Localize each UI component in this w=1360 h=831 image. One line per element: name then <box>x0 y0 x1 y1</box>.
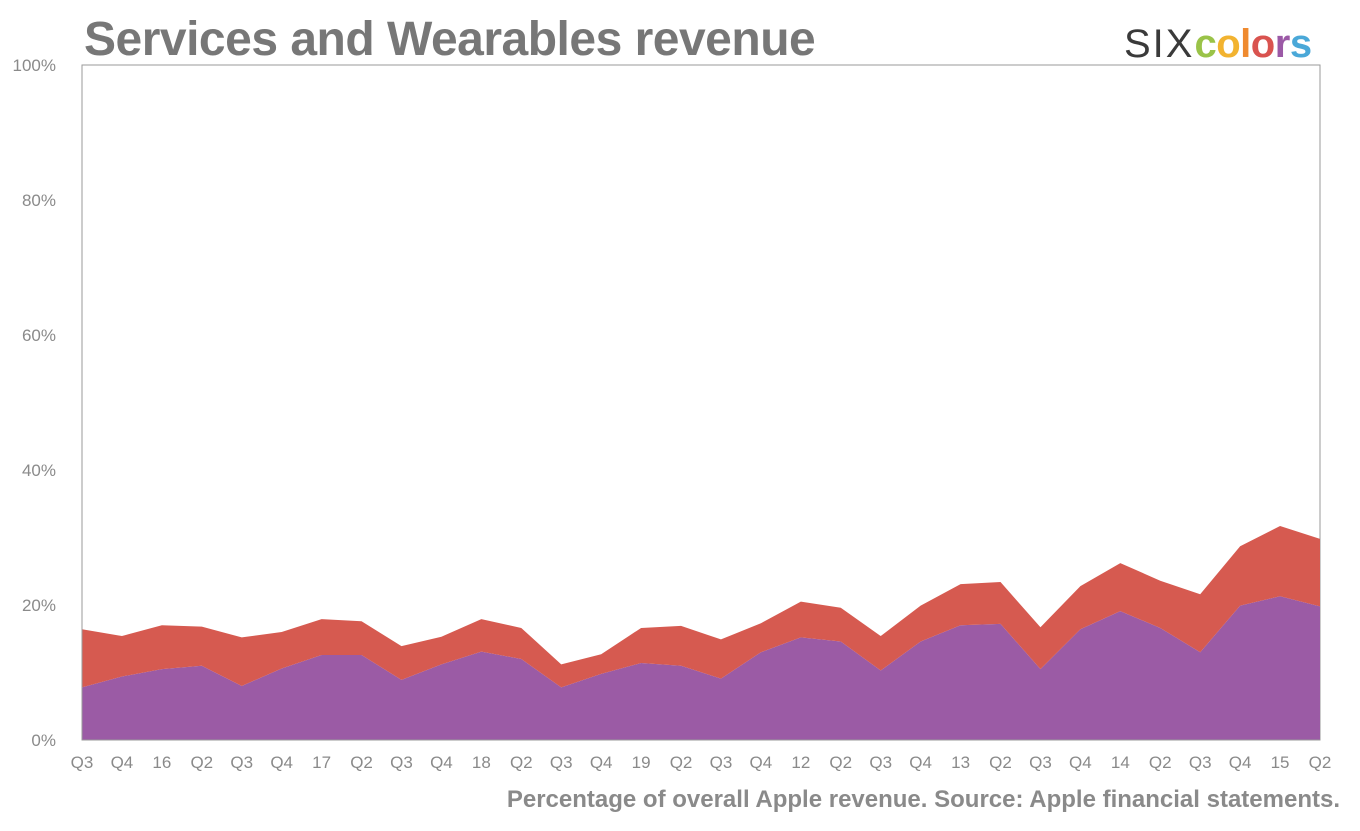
x-tick-label: Q4 <box>270 753 293 772</box>
x-tick-label: Q4 <box>909 753 932 772</box>
x-tick-label: Q4 <box>590 753 613 772</box>
y-tick-label: 60% <box>22 326 56 345</box>
x-tick-label: 15 <box>1271 753 1290 772</box>
y-tick-label: 0% <box>31 731 56 750</box>
y-tick-label: 20% <box>22 596 56 615</box>
sixcolors-logo: SIXcolors <box>1124 24 1312 64</box>
x-tick-label: Q3 <box>390 753 413 772</box>
logo-letter-2: l <box>1240 22 1251 66</box>
x-tick-label: Q2 <box>829 753 852 772</box>
x-tick-label: Q2 <box>670 753 693 772</box>
x-tick-label: Q3 <box>71 753 94 772</box>
logo-colors-word: colors <box>1194 22 1312 66</box>
x-tick-label: Q3 <box>1189 753 1212 772</box>
x-tick-label: Q3 <box>1029 753 1052 772</box>
logo-letter-4: r <box>1274 22 1291 66</box>
x-tick-label: 13 <box>951 753 970 772</box>
x-tick-label: 17 <box>312 753 331 772</box>
x-tick-label: Q3 <box>869 753 892 772</box>
series-area-1 <box>82 526 1320 688</box>
x-tick-label: Q2 <box>350 753 373 772</box>
x-tick-label: Q4 <box>430 753 453 772</box>
logo-letter-1: o <box>1216 22 1241 66</box>
x-tick-label: Q4 <box>111 753 134 772</box>
x-tick-label: Q2 <box>1309 753 1332 772</box>
logo-letter-5: s <box>1289 22 1312 66</box>
x-tick-label: Q2 <box>510 753 533 772</box>
series-area-0 <box>82 596 1320 740</box>
x-tick-label: Q2 <box>1149 753 1172 772</box>
chart-title: Services and Wearables revenue <box>84 13 816 66</box>
x-tick-label: Q3 <box>230 753 253 772</box>
x-tick-label: Q4 <box>1069 753 1092 772</box>
y-tick-label: 40% <box>22 461 56 480</box>
y-tick-label: 100% <box>13 56 56 75</box>
x-tick-label: 14 <box>1111 753 1130 772</box>
x-tick-label: Q4 <box>750 753 773 772</box>
y-tick-label: 80% <box>22 191 56 210</box>
x-tick-label: 18 <box>472 753 491 772</box>
x-tick-label: Q3 <box>710 753 733 772</box>
logo-prefix: SIX <box>1124 22 1195 66</box>
x-tick-label: Q3 <box>550 753 573 772</box>
x-tick-label: 16 <box>152 753 171 772</box>
x-tick-label: Q2 <box>190 753 213 772</box>
x-tick-label: 19 <box>632 753 651 772</box>
logo-letter-0: c <box>1194 22 1217 66</box>
chart-caption: Percentage of overall Apple revenue. Sou… <box>506 786 1340 813</box>
logo-letter-3: o <box>1250 22 1275 66</box>
x-tick-label: 12 <box>791 753 810 772</box>
x-tick-label: Q2 <box>989 753 1012 772</box>
x-tick-label: Q4 <box>1229 753 1252 772</box>
